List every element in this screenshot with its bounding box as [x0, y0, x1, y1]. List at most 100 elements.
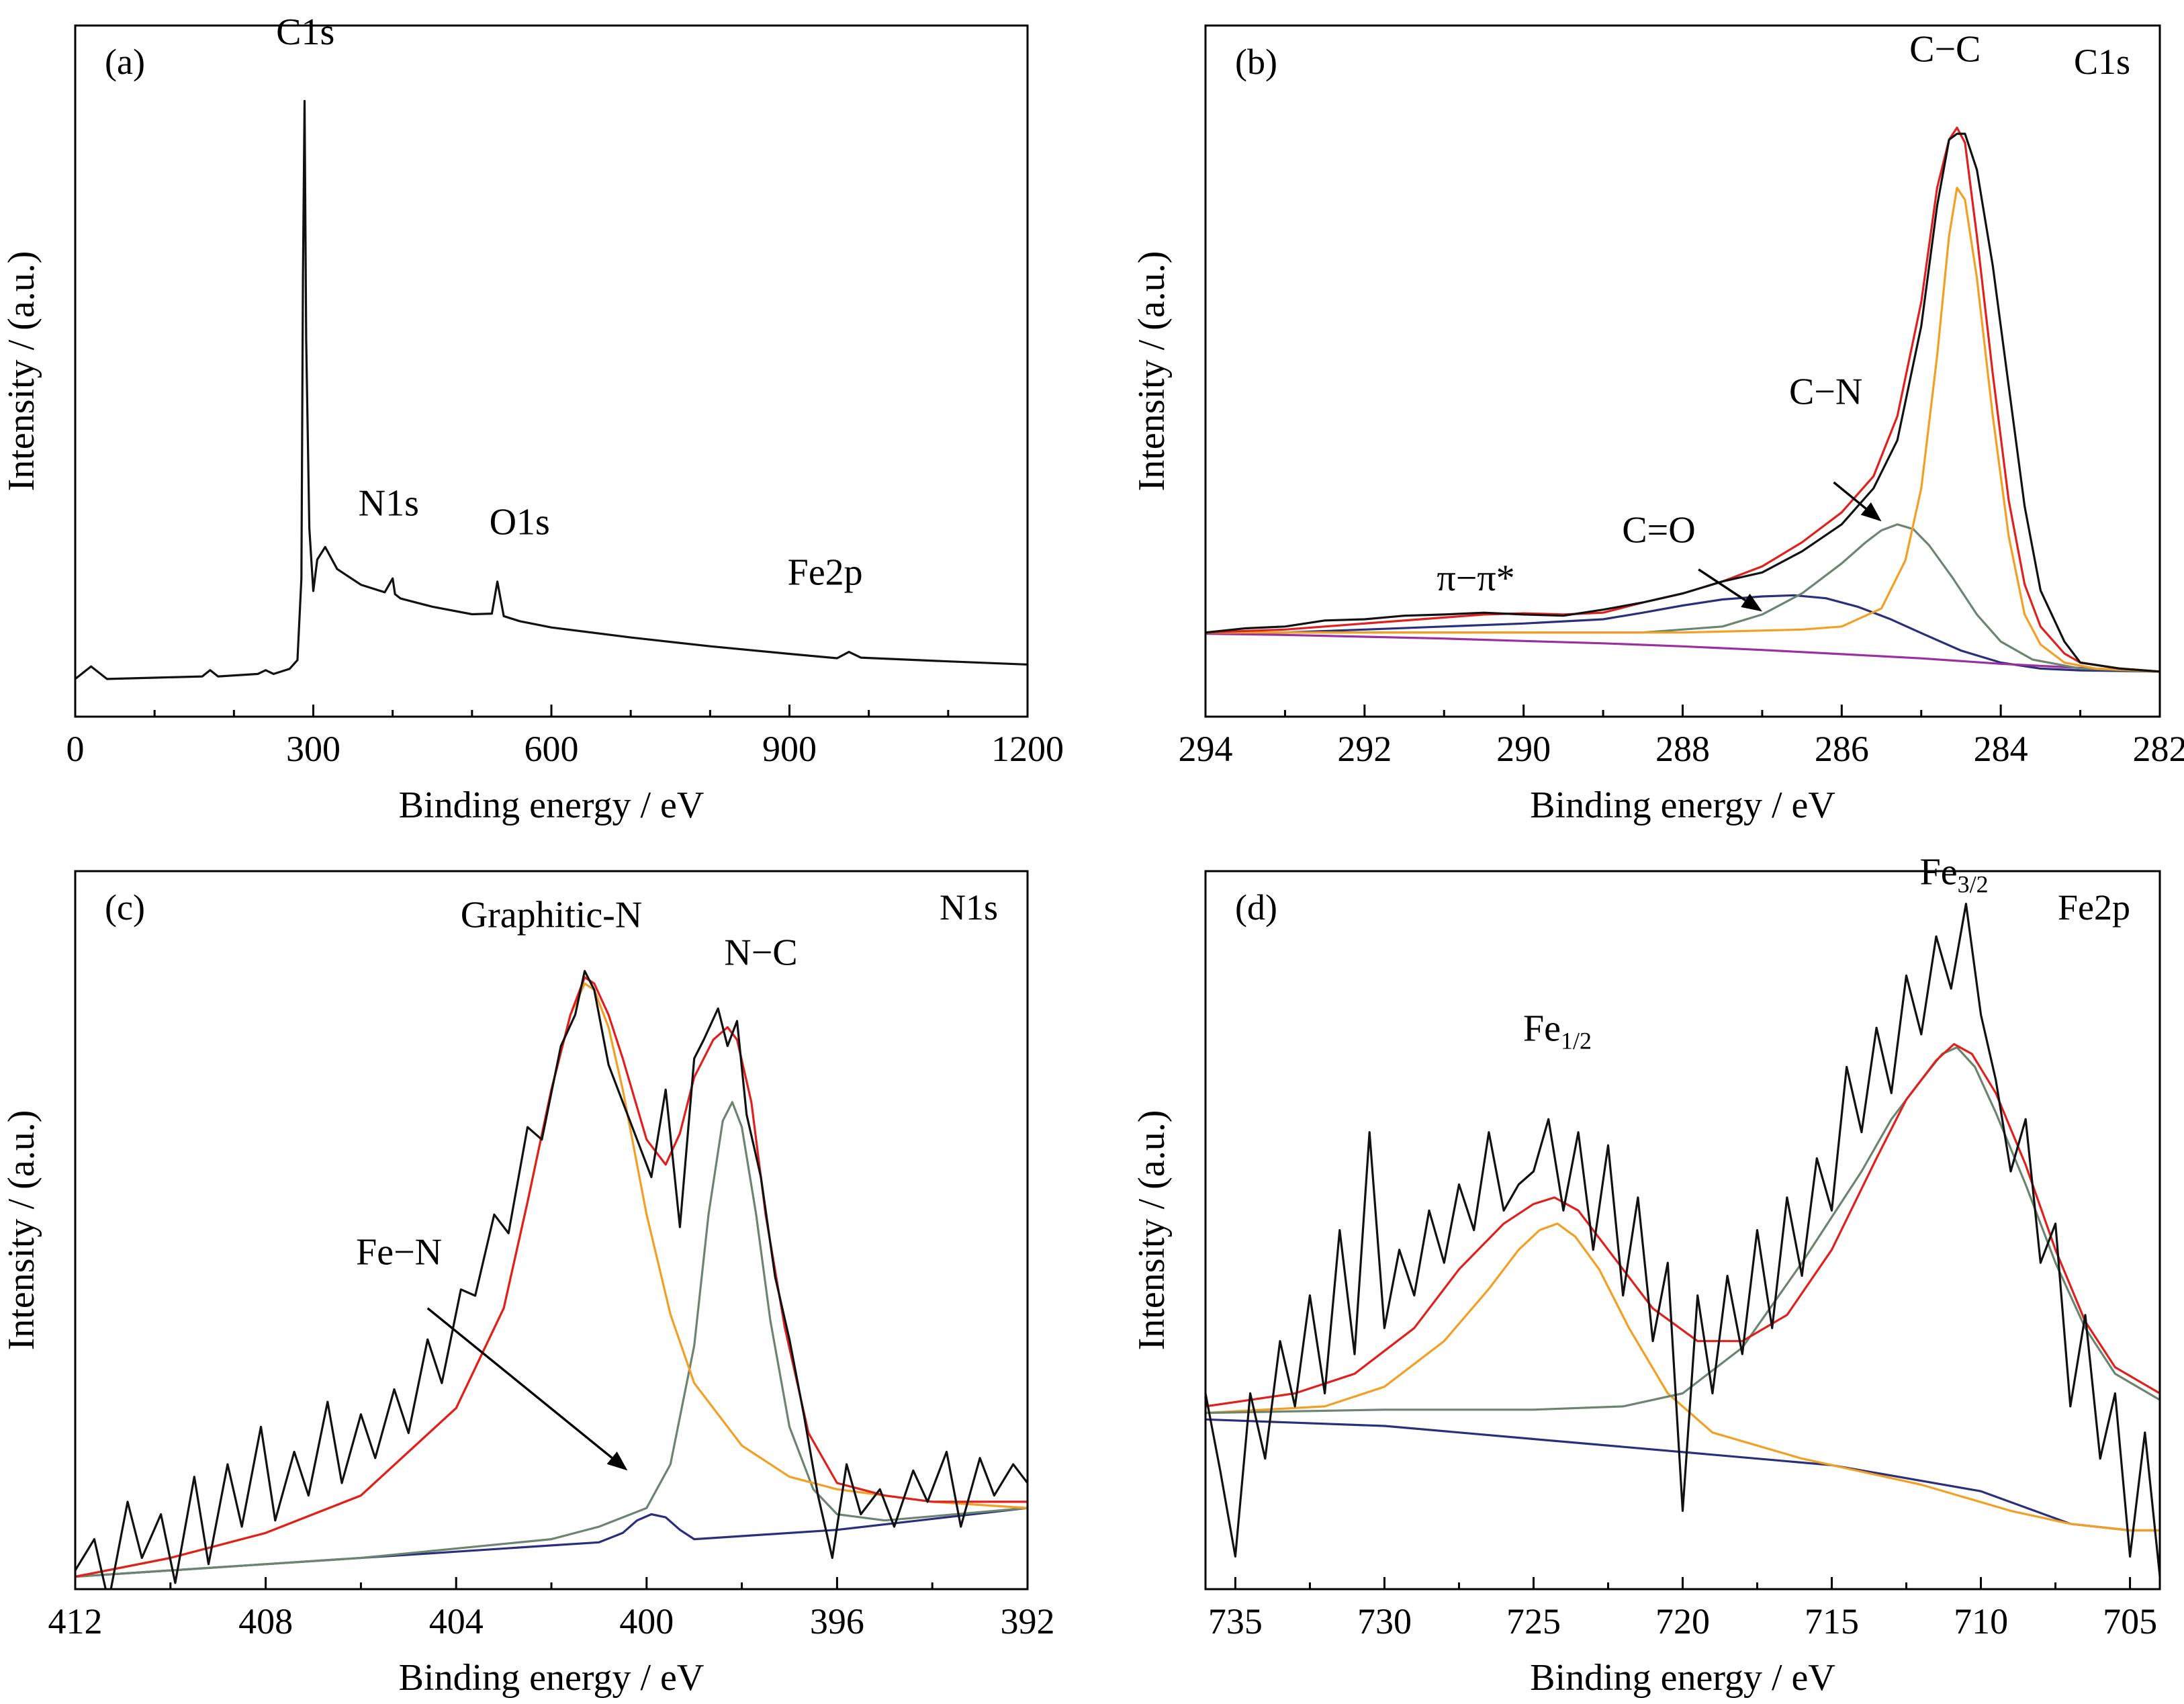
series-group	[1205, 126, 2160, 673]
x-tick-label: 294	[1179, 729, 1233, 769]
panel-label: (d)	[1235, 887, 1277, 928]
series-navy-line	[1205, 594, 2160, 673]
peak-annotation: Fe3/2	[1920, 851, 1989, 897]
plot-frame	[74, 24, 1029, 718]
x-axis-title: Binding energy / eV	[399, 1657, 704, 1699]
plot-frame	[1204, 24, 2161, 718]
x-tick-label: 0	[66, 729, 85, 769]
x-tick-label: 284	[1974, 729, 2028, 769]
annotation-arrow	[426, 1307, 628, 1471]
x-tick-label: 286	[1815, 729, 1869, 769]
peak-annotation: Graphitic-N	[461, 895, 643, 936]
peak-annotation: Fe−N	[356, 1232, 442, 1273]
peak-annotation-text: π−π*	[1437, 557, 1515, 599]
x-tick-label: 290	[1496, 729, 1551, 769]
x-axis-title: Binding energy / eV	[1530, 1657, 1835, 1699]
panel-label: (a)	[105, 42, 145, 82]
x-tick-label: 730	[1357, 1601, 1412, 1642]
peak-annotation-subscript: 3/2	[1958, 870, 1989, 897]
series-green-line	[75, 1101, 1028, 1578]
peak-annotation: N−C	[724, 932, 797, 973]
series-group	[75, 99, 1028, 680]
annotation-arrow	[1698, 568, 1762, 612]
series-orange-line	[75, 982, 1028, 1578]
peak-annotation: Fe1/2	[1523, 1008, 1592, 1055]
series-raw-line	[1205, 132, 2160, 673]
series-envelope-line	[75, 976, 1028, 1578]
x-tick-label: 710	[1954, 1601, 2008, 1642]
x-tick-label: 725	[1506, 1601, 1561, 1642]
panel-c-n1s: 412 408 404 400 396 392 Binding energy / eV Int…	[1, 870, 1055, 1699]
peak-annotation: C=O	[1622, 510, 1695, 551]
spectrum-label: Fe2p	[2058, 887, 2130, 928]
y-axis-title: Intensity / (a.u.)	[1131, 251, 1173, 492]
series-purple-line	[1205, 632, 2160, 673]
peak-annotation-text: Graphitic-N	[461, 895, 643, 936]
peak-annotation: π−π*	[1437, 557, 1515, 599]
peak-annotation: N1s	[359, 483, 419, 525]
panel-a-survey: 0 300 600 900 1200 Binding energy / eV Intensi…	[1, 11, 1064, 826]
x-tick-label: 900	[762, 729, 817, 769]
series-orange-line	[1205, 187, 2160, 673]
spectrum-label: C1s	[2074, 42, 2130, 82]
peak-annotation-text: Fe−N	[356, 1232, 442, 1273]
peak-annotation-text: C1s	[276, 11, 334, 53]
x-tick-label: 408	[238, 1601, 293, 1642]
peak-annotation: C−N	[1789, 371, 1862, 413]
panel-label: (b)	[1235, 42, 1277, 82]
plot-frame	[74, 870, 1029, 1590]
y-axis-title: Intensity / (a.u.)	[1, 1110, 42, 1351]
panel-d-fe2p: 735 730 725 720 715 710 705 Binding energy / eV…	[1131, 851, 2161, 1699]
peak-annotation-text: O1s	[490, 502, 550, 543]
series-orange-line	[1205, 1222, 2160, 1532]
x-tick-label: 392	[1001, 1601, 1055, 1642]
x-tick-label: 720	[1655, 1601, 1710, 1642]
x-tick-label: 705	[2103, 1601, 2157, 1642]
peak-annotation-text: N−C	[724, 932, 797, 973]
peak-annotation-subscript: 1/2	[1561, 1028, 1592, 1055]
peak-annotation: Fe2p	[788, 552, 863, 594]
peak-annotation-text: N1s	[359, 483, 419, 525]
series-green-line	[1205, 1046, 2160, 1415]
peak-annotation-text: C=O	[1622, 510, 1695, 551]
x-axis-title: Binding energy / eV	[1530, 784, 1835, 826]
y-axis-title: Intensity / (a.u.)	[1, 251, 42, 492]
x-tick-label: 715	[1805, 1601, 1859, 1642]
x-tick-label: 412	[48, 1601, 103, 1642]
x-tick-label: 404	[429, 1601, 484, 1642]
peak-annotation-text: Fe	[1523, 1008, 1561, 1050]
peak-annotation: C1s	[276, 11, 334, 53]
peak-annotation-text: Fe	[1920, 851, 1958, 893]
series-navy-line	[75, 1507, 1028, 1578]
spectrum-label: N1s	[940, 887, 998, 928]
x-tick-label: 396	[810, 1601, 864, 1642]
plot-frame	[1204, 870, 2161, 1590]
x-tick-label: 292	[1337, 729, 1392, 769]
series-envelope-line	[1205, 1042, 2160, 1408]
series-navy-line	[1205, 1418, 2160, 1532]
x-axis-title: Binding energy / eV	[399, 784, 704, 826]
x-tick-label: 600	[525, 729, 579, 769]
x-tick-label: 400	[619, 1601, 674, 1642]
annotation-arrow	[1833, 481, 1882, 522]
series-green-line	[1205, 523, 2160, 673]
series-raw-line	[75, 970, 1028, 1589]
series-group	[75, 970, 1028, 1589]
peak-annotation: C−C	[1909, 29, 1981, 71]
panel-label: (c)	[105, 887, 145, 928]
x-tick-label: 288	[1655, 729, 1710, 769]
y-axis-title: Intensity / (a.u.)	[1131, 1110, 1173, 1351]
x-tick-label: 282	[2133, 729, 2184, 769]
x-tick-label: 735	[1208, 1601, 1263, 1642]
series-envelope-line	[1205, 126, 2160, 673]
x-tick-label: 1200	[991, 729, 1064, 769]
x-tick-label: 300	[286, 729, 340, 769]
series-group	[1205, 903, 2160, 1578]
peak-annotation-text: C−C	[1909, 29, 1981, 71]
peak-annotation-text: C−N	[1789, 371, 1862, 413]
series-raw-line	[1205, 903, 2160, 1578]
series-raw-line	[75, 99, 1028, 680]
peak-annotation: O1s	[490, 502, 550, 543]
panel-b-c1s: 294 292 290 288 286 284 282 Binding energy / eV…	[1131, 24, 2184, 826]
